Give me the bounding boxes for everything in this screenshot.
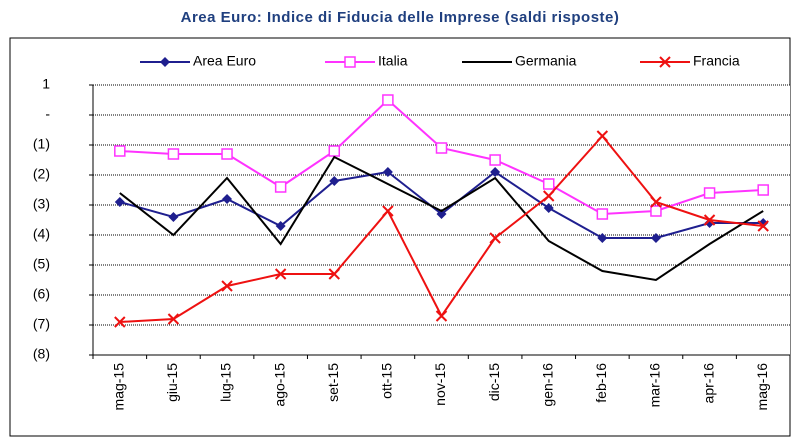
chart-title: Area Euro: Indice di Fiducia delle Impre… <box>181 9 620 26</box>
marker <box>703 214 716 226</box>
y-tick-label: (5) <box>33 256 50 272</box>
series-line <box>119 155 764 282</box>
marker <box>650 205 662 217</box>
y-tick-label: (2) <box>33 166 50 182</box>
marker <box>596 130 609 142</box>
marker <box>382 167 393 177</box>
marker <box>114 197 125 207</box>
legend-label: Italia <box>378 53 408 69</box>
marker <box>650 196 662 208</box>
y-tick-label: (3) <box>33 196 50 212</box>
x-tick-label: mag-15 <box>111 363 127 411</box>
y-tick-label: (8) <box>33 346 50 362</box>
marker <box>328 268 340 280</box>
x-tick-label: ott-15 <box>379 363 395 399</box>
marker <box>275 221 286 231</box>
x-tick-label: ago-15 <box>271 363 287 407</box>
marker <box>167 313 180 325</box>
x-tick-label: mar-16 <box>647 363 663 408</box>
x-tick-label: dic-15 <box>486 363 502 401</box>
y-tick-label: (6) <box>33 286 50 302</box>
marker <box>435 310 448 322</box>
marker <box>114 316 126 328</box>
y-tick-label: (7) <box>33 316 50 332</box>
y-tick-label: - <box>45 106 50 122</box>
marker <box>329 176 340 186</box>
x-tick-label: set-15 <box>325 363 341 402</box>
legend-label: Area Euro <box>193 53 256 69</box>
marker <box>489 154 501 166</box>
marker <box>222 194 233 204</box>
y-tick-label: (1) <box>33 136 50 152</box>
marker <box>650 233 661 243</box>
x-tick-label: lug-15 <box>218 363 234 402</box>
legend-marker <box>344 56 356 68</box>
marker <box>382 205 394 217</box>
marker <box>221 148 233 160</box>
marker <box>328 145 341 157</box>
marker <box>168 212 179 222</box>
y-tick-label: 1 <box>42 76 50 92</box>
marker <box>757 220 769 232</box>
marker <box>167 148 180 160</box>
marker <box>489 232 501 244</box>
x-tick-label: mag-16 <box>754 363 770 411</box>
marker <box>221 280 233 292</box>
marker <box>542 178 555 190</box>
x-tick-label: nov-15 <box>432 363 448 406</box>
x-tick-label: giu-15 <box>164 363 180 402</box>
marker <box>435 142 448 154</box>
plot-area <box>93 85 790 355</box>
y-tick-label: (4) <box>33 226 50 242</box>
marker <box>274 181 287 193</box>
legend-label: Francia <box>693 53 740 69</box>
x-tick-label: apr-16 <box>700 363 716 404</box>
marker <box>382 94 394 106</box>
legend-label: Germania <box>515 53 577 69</box>
legend-marker <box>659 56 671 68</box>
x-tick-label: gen-16 <box>539 363 555 407</box>
marker <box>597 233 608 243</box>
marker <box>757 184 769 196</box>
x-tick-label: feb-16 <box>593 363 609 403</box>
marker <box>703 187 716 199</box>
marker <box>543 203 554 213</box>
legend-marker <box>160 57 170 67</box>
marker <box>274 268 287 280</box>
marker <box>490 167 501 177</box>
marker <box>436 209 447 219</box>
marker <box>596 208 609 220</box>
marker <box>543 190 555 202</box>
marker <box>114 145 126 157</box>
